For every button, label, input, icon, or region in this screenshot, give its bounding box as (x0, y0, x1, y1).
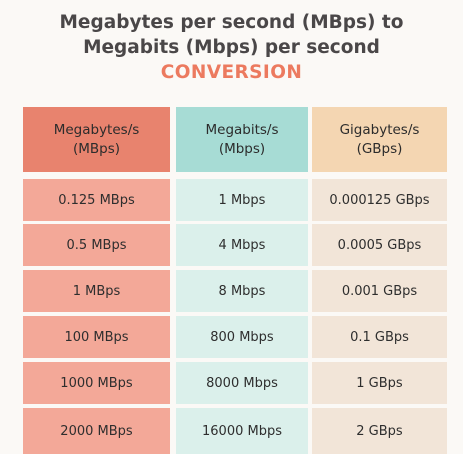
table-cell: 8000 Mbps (176, 362, 308, 404)
table-cell: 0.1 GBps (312, 316, 447, 358)
title-line-1: Megabytes per second (MBps) to (59, 12, 404, 33)
table-cell: 2000 MBps (23, 408, 170, 454)
table-cell: 100 MBps (23, 316, 170, 358)
table-cell: 0.125 MBps (23, 179, 170, 221)
header-megabits: Megabits/s (Mbps) (176, 107, 308, 172)
table-cell: 1 MBps (23, 270, 170, 312)
table-cell: 1 GBps (312, 362, 447, 404)
table-cell: 0.001 GBps (312, 270, 447, 312)
table-cell: 4 Mbps (176, 224, 308, 266)
table-cell: 8 Mbps (176, 270, 308, 312)
header-megabytes: Megabytes/s (MBps) (23, 107, 170, 172)
title-line-2: Megabits (Mbps) per second (83, 37, 380, 58)
title-conversion-label: CONVERSION (160, 62, 303, 83)
table-cell: 16000 Mbps (176, 408, 308, 454)
header-gigabytes: Gigabytes/s (GBps) (312, 107, 447, 172)
table-cell: 0.5 MBps (23, 224, 170, 266)
table-cell: 0.000125 GBps (312, 179, 447, 221)
page-title: Megabytes per second (MBps) to Megabits … (0, 10, 463, 85)
table-cell: 1 Mbps (176, 179, 308, 221)
table-cell: 2 GBps (312, 408, 447, 454)
table-cell: 1000 MBps (23, 362, 170, 404)
table-cell: 800 Mbps (176, 316, 308, 358)
table-cell: 0.0005 GBps (312, 224, 447, 266)
